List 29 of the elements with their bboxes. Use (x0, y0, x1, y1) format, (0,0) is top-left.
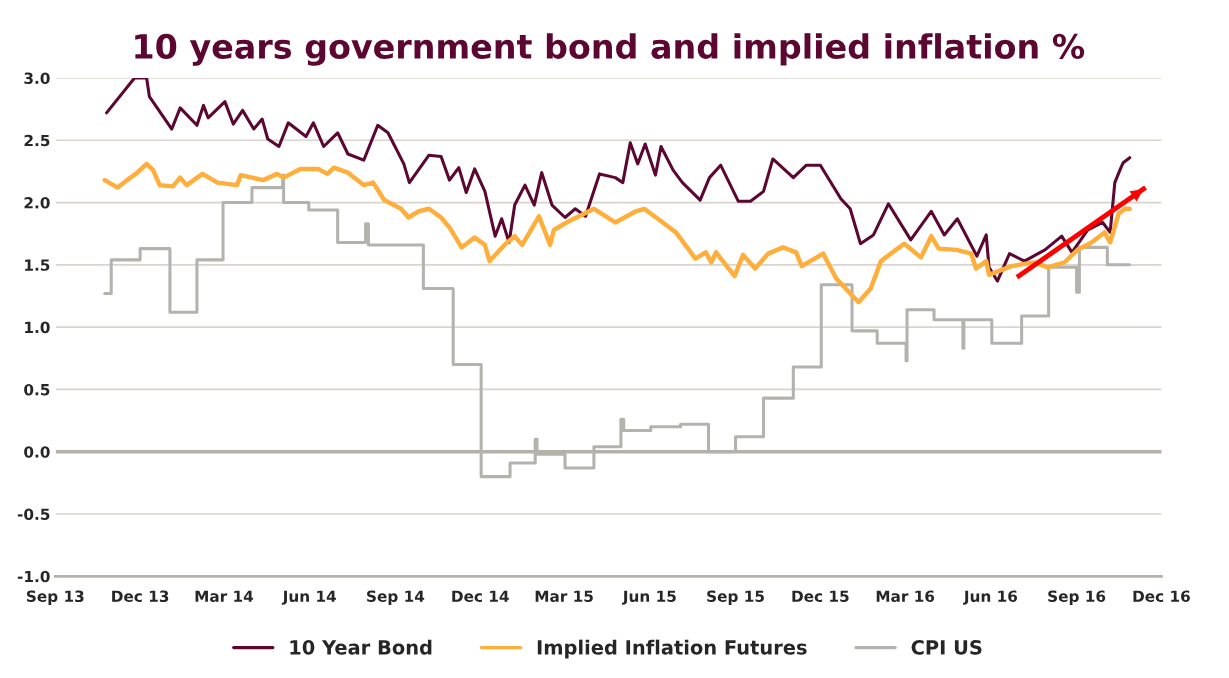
x-tick-label: Mar 16 (876, 590, 935, 603)
x-tick-label: Sep 13 (26, 590, 84, 605)
legend-label: CPI US (911, 639, 982, 655)
y-tick-label: 0.0 (24, 446, 50, 458)
y-tick-label: -1.0 (17, 570, 50, 583)
x-tick-label: Dec 16 (1133, 590, 1190, 603)
x-tick-label: Sep 15 (707, 590, 764, 605)
y-tick-label: 3.0 (24, 72, 50, 84)
x-tick-label: Sep 16 (1048, 590, 1106, 605)
x-tick-label: Dec 13 (112, 590, 169, 603)
x-tick-label: Mar 15 (535, 590, 593, 603)
y-tick-label: 0.5 (24, 383, 50, 396)
legend-label: Implied Inflation Futures (537, 639, 807, 659)
y-tick-label: 2.0 (24, 197, 50, 209)
x-tick-label: Jun 14 (281, 590, 337, 605)
x-tick-label: Sep 14 (367, 590, 425, 605)
line-series (102, 161, 1132, 305)
x-tick-label: Dec 14 (452, 590, 509, 603)
x-tick-label: Dec 15 (792, 590, 849, 603)
legend-label: 10 Year Bond (290, 639, 432, 655)
y-tick-label: 1.5 (25, 259, 50, 271)
y-tick-label: -0.5 (17, 508, 50, 521)
y-tick-label: 1.0 (25, 321, 50, 334)
x-tick-label: Jun 15 (621, 590, 676, 605)
x-tick-label: Mar 14 (195, 590, 254, 603)
chart-title: 10 years government bond and implied inflation % (135, 33, 1085, 66)
line-series (105, 77, 1132, 283)
y-tick-label: 2.5 (24, 134, 50, 147)
x-tick-label: Jun 16 (963, 590, 1018, 605)
